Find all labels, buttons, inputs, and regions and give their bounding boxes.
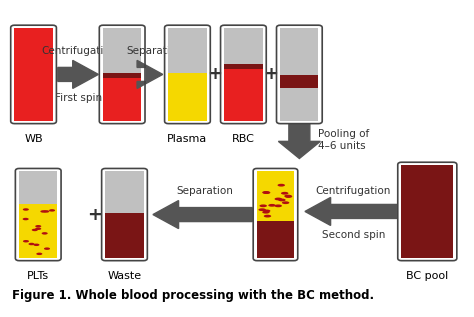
Ellipse shape bbox=[262, 211, 270, 214]
Ellipse shape bbox=[23, 208, 29, 211]
Text: Centrifugation: Centrifugation bbox=[41, 46, 117, 56]
Bar bbox=[168, 73, 207, 121]
Text: WB: WB bbox=[24, 133, 43, 144]
FancyArrow shape bbox=[305, 197, 397, 225]
Ellipse shape bbox=[23, 218, 29, 220]
Bar bbox=[103, 28, 141, 73]
Ellipse shape bbox=[35, 225, 41, 228]
Bar bbox=[19, 171, 57, 204]
Ellipse shape bbox=[268, 204, 276, 207]
FancyArrow shape bbox=[153, 201, 252, 229]
Ellipse shape bbox=[44, 247, 50, 250]
Bar bbox=[105, 213, 144, 258]
Ellipse shape bbox=[281, 192, 289, 195]
Text: Plasma: Plasma bbox=[167, 133, 208, 144]
Bar bbox=[105, 171, 144, 213]
FancyArrow shape bbox=[58, 61, 99, 88]
Text: Figure 1. Whole blood processing with the BC method.: Figure 1. Whole blood processing with th… bbox=[12, 289, 374, 302]
Bar bbox=[14, 28, 53, 121]
Ellipse shape bbox=[42, 232, 48, 235]
Bar bbox=[19, 204, 57, 258]
Ellipse shape bbox=[43, 210, 49, 213]
Ellipse shape bbox=[28, 243, 35, 245]
Bar bbox=[224, 69, 263, 121]
Text: Centrifugation: Centrifugation bbox=[316, 186, 391, 196]
Text: PLTs: PLTs bbox=[27, 271, 49, 281]
Text: First spin: First spin bbox=[55, 93, 102, 103]
Bar bbox=[224, 28, 263, 64]
Text: +: + bbox=[264, 65, 278, 83]
Ellipse shape bbox=[33, 243, 39, 246]
Bar bbox=[103, 73, 141, 78]
Text: +: + bbox=[88, 205, 102, 223]
Text: Separation: Separation bbox=[127, 46, 183, 56]
Ellipse shape bbox=[274, 204, 282, 207]
Ellipse shape bbox=[35, 228, 41, 230]
Ellipse shape bbox=[277, 184, 285, 187]
Bar bbox=[103, 78, 141, 121]
Text: Pooling of
4–6 units: Pooling of 4–6 units bbox=[318, 129, 369, 151]
Ellipse shape bbox=[264, 215, 271, 217]
Ellipse shape bbox=[263, 210, 270, 212]
Ellipse shape bbox=[278, 198, 286, 201]
Ellipse shape bbox=[32, 229, 38, 231]
Ellipse shape bbox=[263, 191, 270, 194]
Text: +: + bbox=[208, 65, 222, 83]
Ellipse shape bbox=[36, 253, 42, 255]
Ellipse shape bbox=[259, 204, 267, 207]
Text: RBC: RBC bbox=[232, 133, 255, 144]
Ellipse shape bbox=[23, 240, 29, 243]
Ellipse shape bbox=[284, 195, 292, 197]
Ellipse shape bbox=[285, 195, 292, 198]
Bar bbox=[257, 221, 294, 258]
Text: BC pool: BC pool bbox=[406, 271, 448, 281]
Text: Second spin: Second spin bbox=[321, 230, 385, 240]
Ellipse shape bbox=[49, 209, 55, 212]
Bar bbox=[224, 64, 263, 69]
Ellipse shape bbox=[40, 210, 46, 213]
Ellipse shape bbox=[262, 191, 270, 194]
Bar bbox=[257, 171, 294, 221]
Bar bbox=[401, 165, 453, 258]
FancyArrow shape bbox=[278, 124, 320, 158]
Bar bbox=[280, 75, 319, 88]
Text: Waste: Waste bbox=[108, 271, 142, 281]
FancyArrow shape bbox=[137, 61, 163, 88]
Bar bbox=[280, 88, 319, 121]
Ellipse shape bbox=[274, 197, 282, 200]
Text: BC: BC bbox=[292, 133, 307, 144]
Ellipse shape bbox=[282, 201, 289, 204]
Ellipse shape bbox=[258, 208, 266, 211]
Bar bbox=[168, 28, 207, 73]
Bar bbox=[280, 28, 319, 75]
Text: Separation: Separation bbox=[176, 186, 233, 196]
